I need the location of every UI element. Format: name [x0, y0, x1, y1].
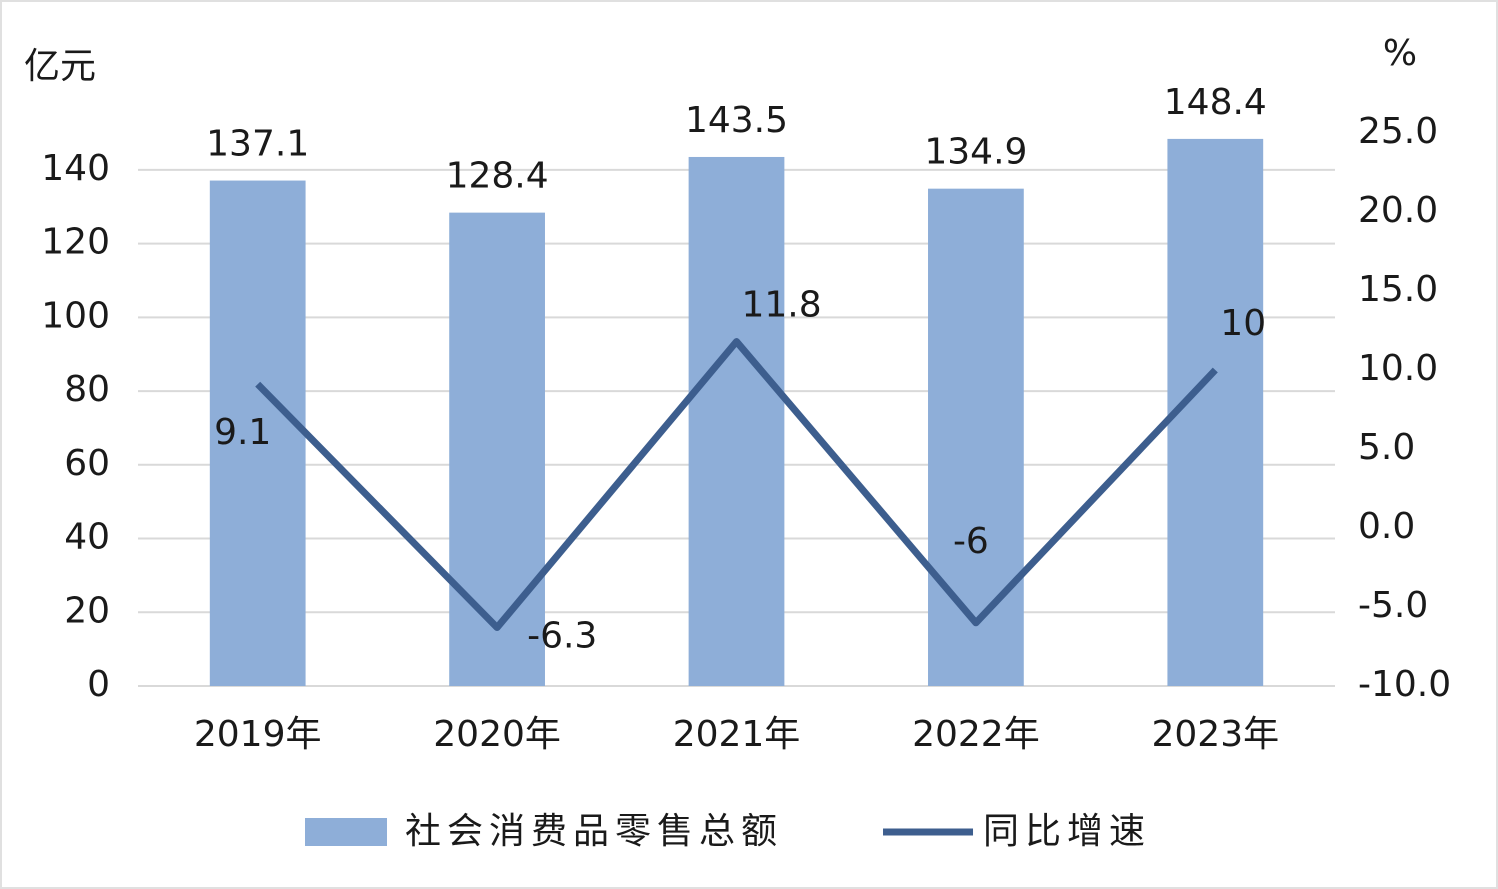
y-tick-label: 0	[87, 664, 110, 705]
y-tick-label: 100	[41, 295, 110, 336]
y2-tick-label: 10.0	[1358, 348, 1438, 389]
x-tick-label: 2020年	[433, 714, 561, 755]
bar	[688, 156, 785, 687]
bar	[449, 212, 545, 686]
y2-tick-label: -10.0	[1358, 664, 1451, 705]
line	[255, 338, 1218, 632]
y-tick-label: 20	[64, 590, 110, 631]
bar	[1167, 138, 1264, 686]
y2-tick-label: 15.0	[1358, 269, 1438, 310]
line-value-label: 9.1	[214, 412, 271, 453]
bar-value-label: 128.4	[446, 156, 549, 197]
y2-tick-label: -5.0	[1358, 585, 1428, 626]
line-value-label: 10	[1220, 303, 1266, 344]
y-tick-label: 40	[64, 517, 110, 558]
y2-tick-label: 25.0	[1358, 111, 1438, 152]
y-tick-label: 140	[41, 148, 110, 189]
y-tick-label: 120	[41, 222, 110, 263]
y2-tick-label: 5.0	[1358, 427, 1415, 468]
y-axis-title: 亿元	[24, 46, 96, 87]
x-tick-label: 2019年	[194, 714, 322, 755]
x-tick-label: 2023年	[1151, 714, 1279, 755]
line-value-label: 11.8	[742, 285, 822, 326]
bar	[209, 180, 306, 687]
bar	[928, 188, 1024, 686]
bar-value-label: 143.5	[685, 100, 788, 141]
legend-swatch	[305, 818, 387, 846]
x-tick-label: 2021年	[673, 714, 801, 755]
legend-label: 社会消费品零售总额	[405, 811, 783, 852]
y-tick-label: 60	[64, 443, 110, 484]
legend-label: 同比增速	[983, 811, 1151, 852]
y-tick-label: 80	[64, 369, 110, 410]
y2-axis-title: %	[1383, 33, 1417, 74]
bar-value-label: 137.1	[206, 124, 309, 165]
line-value-label: -6.3	[527, 616, 597, 657]
bar-value-label: 148.4	[1164, 82, 1267, 123]
line-value-label: -6	[953, 521, 989, 562]
y2-tick-label: 20.0	[1358, 190, 1438, 231]
y2-tick-label: 0.0	[1358, 506, 1415, 547]
x-tick-label: 2022年	[912, 714, 1040, 755]
bar-value-label: 134.9	[924, 132, 1027, 173]
